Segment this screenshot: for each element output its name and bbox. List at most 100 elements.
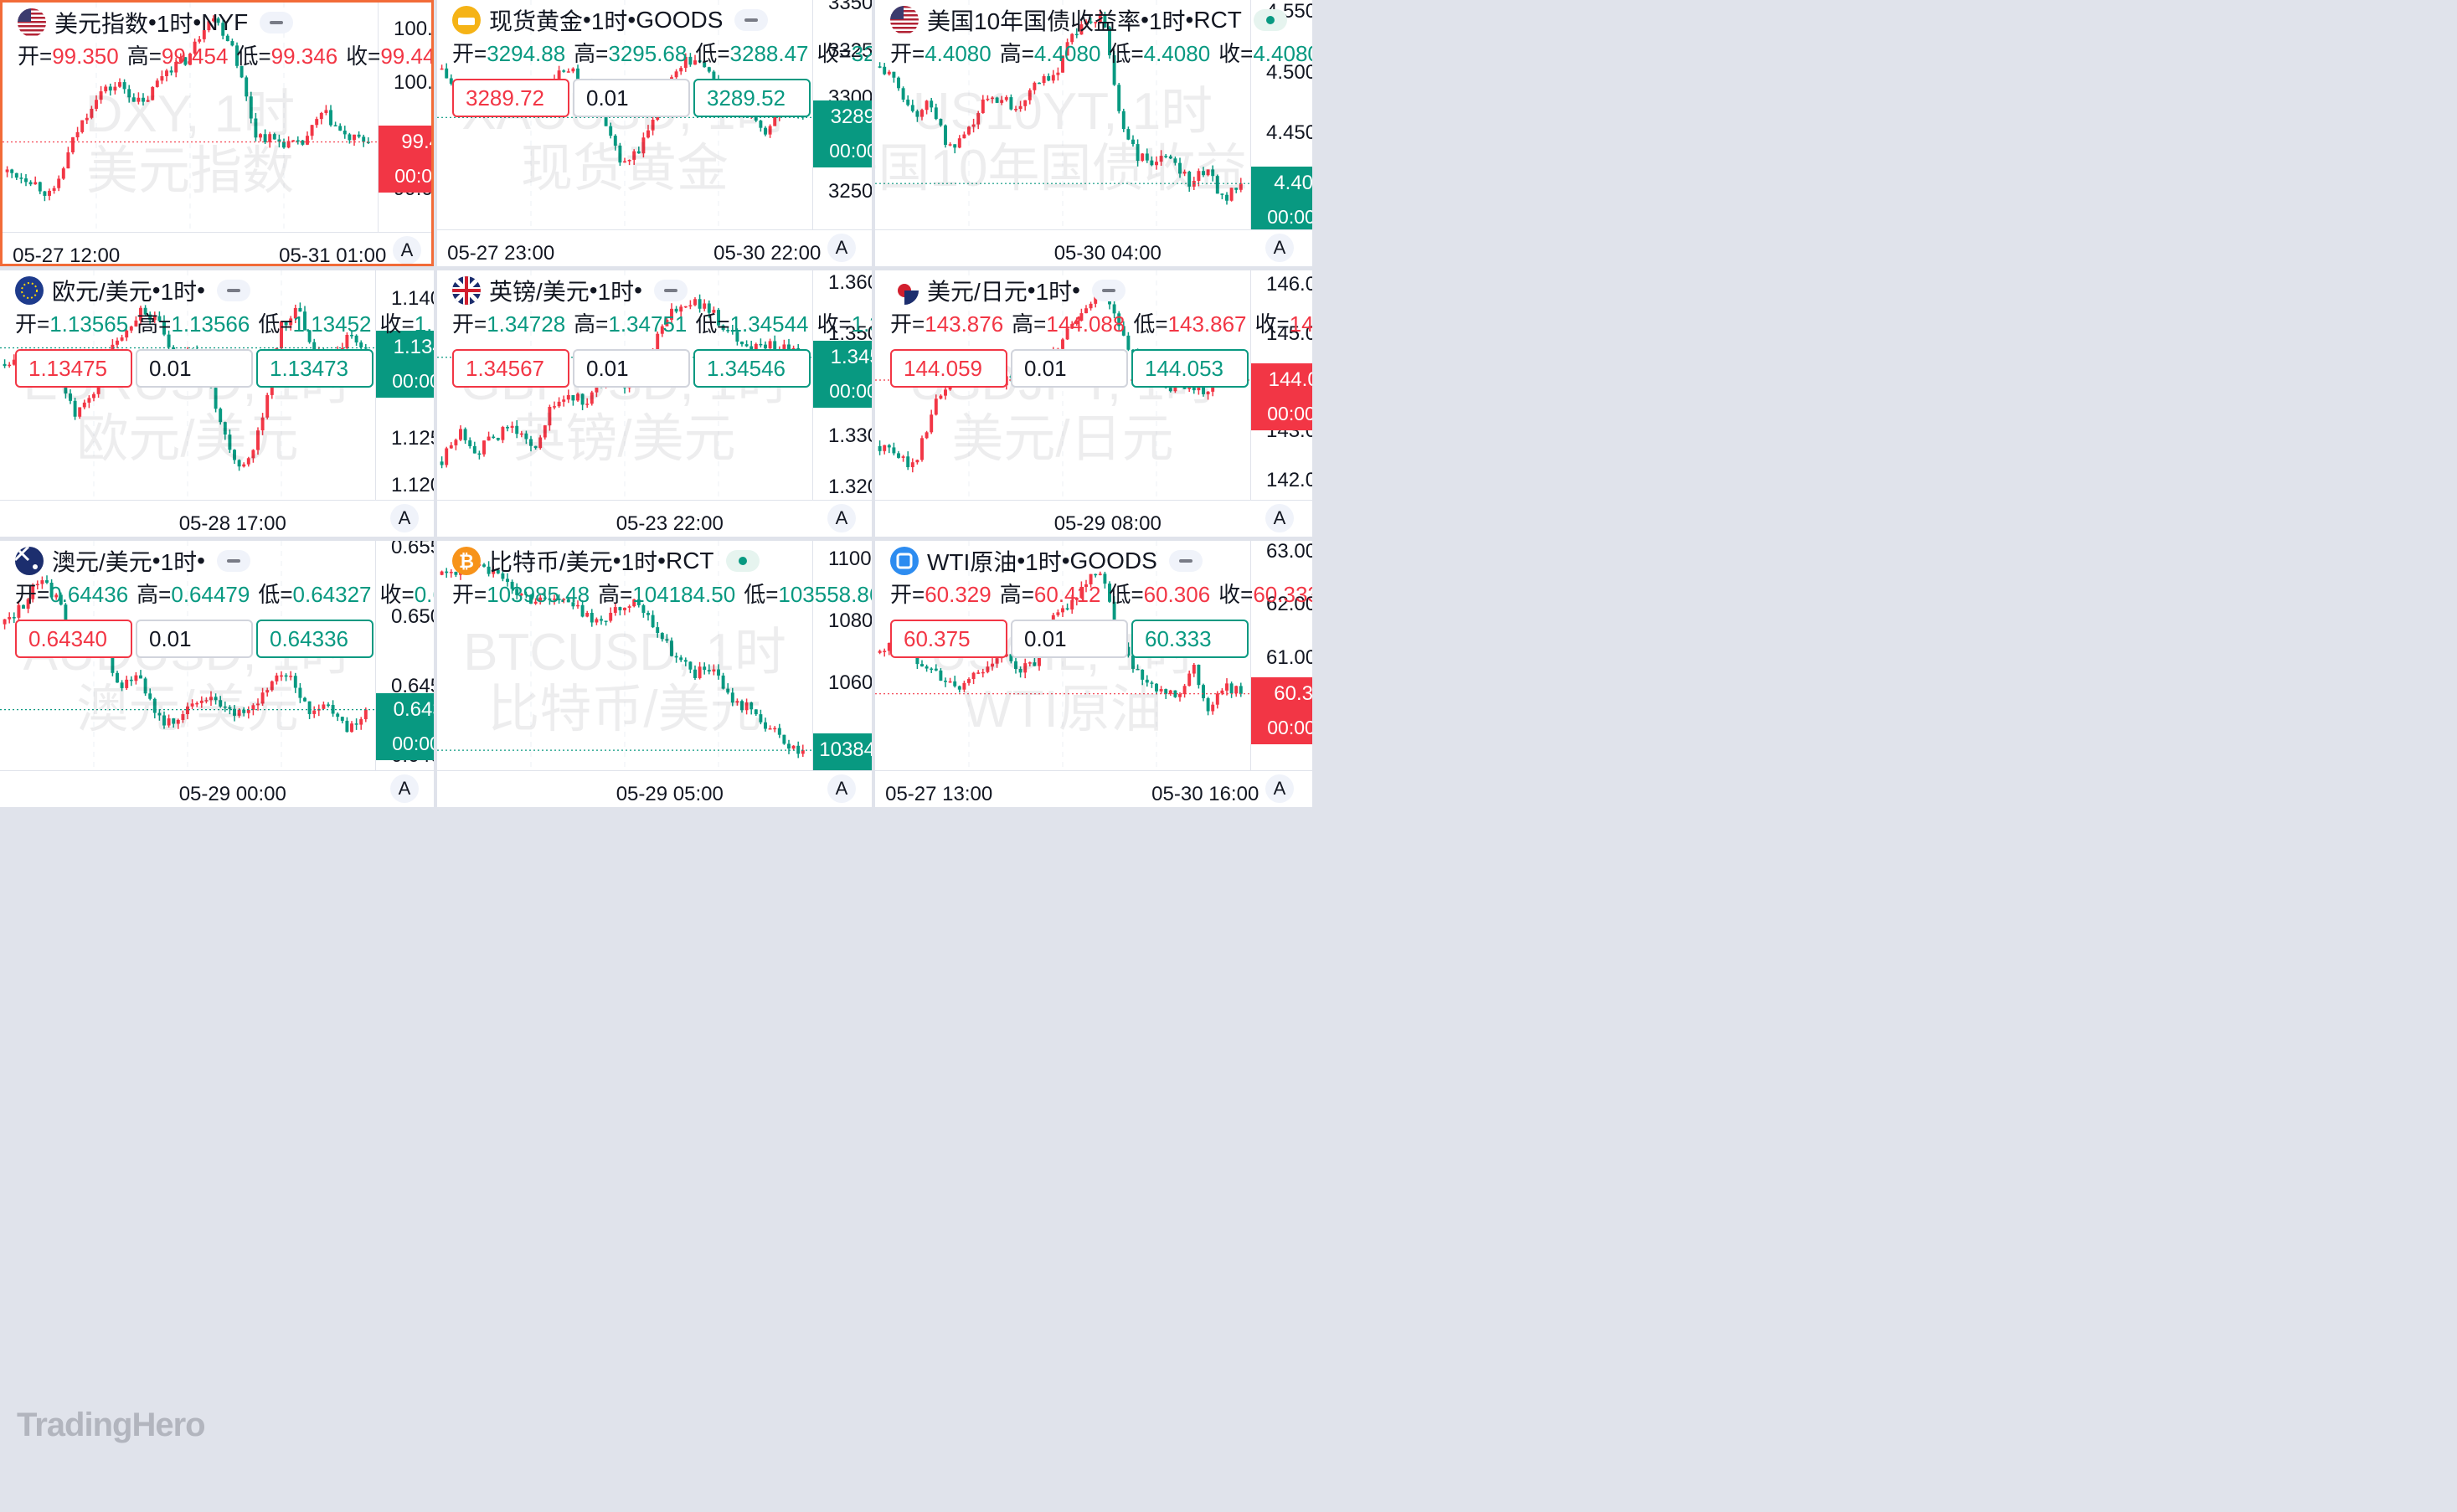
time-axis[interactable]: 05-23 22:00 A (437, 500, 872, 537)
symbol-header[interactable]: 欧元/美元 • 1时 • (15, 274, 250, 307)
chart-panel-2[interactable]: XAUUSD, 1时现货黄金3350.003325.003300.003275.… (437, 0, 872, 266)
price-axis[interactable]: 146.000145.000144.000143.000142.000144.0… (1250, 270, 1312, 500)
chart-panel-4[interactable]: EURUSD, 1时欧元/美元1.140001.130001.125001.12… (0, 270, 434, 537)
sell-button[interactable]: 1.34567 (452, 349, 569, 388)
chart-panel-6[interactable]: USDJPY, 1时美元/日元146.000145.000144.000143.… (875, 270, 1312, 537)
candle (92, 392, 95, 402)
price-axis[interactable]: 4.55004.50004.45004.408000:00:00 (1250, 0, 1312, 234)
buy-button[interactable]: 1.34546 (693, 349, 811, 388)
symbol-header[interactable]: 美元/日元 • 1时 • (890, 274, 1125, 307)
candle (585, 610, 590, 618)
candle (553, 594, 556, 605)
time-axis[interactable]: 05-27 12:00 05-31 01:00 A (3, 232, 431, 264)
chart-panel-7[interactable]: AUDUSD, 1时澳元/美元0.655000.650000.645000.64… (0, 541, 434, 807)
symbol-header[interactable]: ₿ 比特币/美元 • 1时 • RCT (452, 544, 760, 578)
candle (712, 306, 716, 316)
sell-button[interactable]: 144.059 (890, 349, 1007, 388)
candle (759, 120, 763, 132)
quantity-input[interactable]: 0.01 (136, 620, 253, 658)
price-axis[interactable]: 63.00062.00061.00060.00060.33300:00:00 (1250, 541, 1312, 770)
candle (1098, 571, 1102, 576)
candle (43, 190, 47, 202)
market-open-icon[interactable] (725, 550, 760, 572)
time-axis[interactable]: 05-28 17:00 A (0, 500, 434, 537)
price-axis[interactable]: 3350.003325.003300.003275.003250.003289.… (812, 0, 872, 229)
quantity-input[interactable]: 0.01 (1011, 620, 1128, 658)
auto-scale-button[interactable]: A (393, 236, 421, 264)
market-open-icon[interactable] (1253, 9, 1287, 31)
visibility-toggle-icon[interactable] (1168, 550, 1203, 572)
interval: 1时 (156, 11, 193, 37)
symbol-header[interactable]: WTI原油 • 1时 • GOODS (890, 544, 1203, 578)
candle (515, 583, 519, 600)
candle (454, 571, 458, 578)
candlestick-plot[interactable] (3, 3, 378, 232)
chart-panel-8[interactable]: BTCUSD, 1时比特币/美元110000.00108000.00106000… (437, 541, 872, 807)
candle (28, 180, 33, 187)
time-axis[interactable]: 05-29 05:00 A (437, 770, 872, 807)
price-axis[interactable]: 1.360001.350001.340001.330001.320001.345… (812, 270, 872, 500)
buy-button[interactable]: 144.053 (1131, 349, 1249, 388)
ohlc-label: 高= (574, 41, 609, 66)
quantity-input[interactable]: 0.01 (573, 79, 690, 117)
auto-scale-button[interactable]: A (827, 504, 856, 532)
buy-button[interactable]: 60.333 (1131, 620, 1249, 658)
chart-panel-3[interactable]: US10YT, 1时美国10年国债收益率4.55004.50004.45004.… (875, 0, 1312, 266)
svg-text:₿: ₿ (459, 552, 474, 573)
symbol-header[interactable]: 美元指数 • 1时 • NYF (18, 6, 294, 39)
chart-panel-5[interactable]: GBPUSD, 1时英镑/美元1.360001.350001.340001.33… (437, 270, 872, 537)
candle (26, 597, 30, 614)
visibility-toggle-icon[interactable] (734, 9, 769, 31)
separator: • (612, 548, 621, 573)
sell-button[interactable]: 1.13475 (15, 349, 132, 388)
auto-scale-button[interactable]: A (1265, 234, 1294, 262)
candle (139, 670, 142, 679)
candlestick-plot[interactable] (875, 0, 1250, 229)
buy-button[interactable]: 0.64336 (256, 620, 373, 658)
quantity-input[interactable]: 0.01 (136, 349, 253, 388)
quantity-input[interactable]: 0.01 (1011, 349, 1128, 388)
symbol-header[interactable]: 现货黄金 • 1时 • GOODS (452, 3, 769, 37)
candle (1089, 301, 1093, 311)
price-axis[interactable]: 100.500100.00099.00099.44300:00:00 (378, 3, 431, 232)
candle (1018, 666, 1022, 678)
buy-button[interactable]: 3289.52 (693, 79, 811, 117)
auto-scale-button[interactable]: A (1265, 504, 1294, 532)
time-axis[interactable]: 05-29 08:00 A (875, 500, 1312, 537)
time-axis[interactable]: 05-30 04:00 A (875, 229, 1312, 266)
auto-scale-button[interactable]: A (390, 774, 419, 803)
time-axis[interactable]: 05-29 00:00 A (0, 770, 434, 807)
quantity-input[interactable]: 0.01 (573, 349, 690, 388)
visibility-toggle-icon[interactable] (653, 280, 688, 301)
ohlc-label: 高= (999, 582, 1034, 607)
visibility-toggle-icon[interactable] (216, 550, 250, 572)
auto-scale-button[interactable]: A (390, 504, 419, 532)
price-axis[interactable]: 0.655000.650000.645000.640000.6433600:00… (375, 541, 434, 770)
candle (944, 124, 947, 148)
auto-scale-button[interactable]: A (827, 774, 856, 803)
symbol-header[interactable]: 澳元/美元 • 1时 • (15, 544, 250, 578)
time-axis[interactable]: 05-27 23:00 05-30 22:00 A (437, 229, 872, 266)
auto-scale-button[interactable]: A (827, 234, 856, 262)
candle (740, 699, 744, 713)
sell-button[interactable]: 3289.72 (452, 79, 569, 117)
visibility-toggle-icon[interactable] (216, 280, 250, 301)
last-price: 3289.52 (830, 105, 872, 129)
buy-button[interactable]: 1.13473 (256, 349, 373, 388)
candle (487, 431, 491, 441)
visibility-toggle-icon[interactable] (1091, 280, 1125, 301)
ohlc-value-c: 3289.52 (851, 41, 872, 66)
visibility-toggle-icon[interactable] (260, 12, 294, 33)
sell-button[interactable]: 0.64340 (15, 620, 132, 658)
chart-panel-9[interactable]: USOIL, 1时WTI原油63.00062.00061.00060.00060… (875, 541, 1312, 807)
candle (613, 602, 617, 616)
symbol-header[interactable]: 英镑/美元 • 1时 • (452, 274, 688, 307)
price-axis[interactable]: 110000.00108000.00106000.00103844.9900:3… (812, 541, 872, 801)
chart-panel-1[interactable]: DXY, 1时美元指数100.500100.00099.00099.44300:… (0, 0, 434, 266)
ohlc-label: 开= (15, 311, 50, 337)
sell-button[interactable]: 60.375 (890, 620, 1007, 658)
price-axis[interactable]: 1.140001.130001.125001.120001.1347300:00… (375, 270, 434, 500)
auto-scale-button[interactable]: A (1265, 774, 1294, 803)
time-axis[interactable]: 05-27 13:00 05-30 16:00 A (875, 770, 1312, 807)
symbol-header[interactable]: 美国10年国债收益率 • 1时 • RCT (890, 3, 1287, 37)
